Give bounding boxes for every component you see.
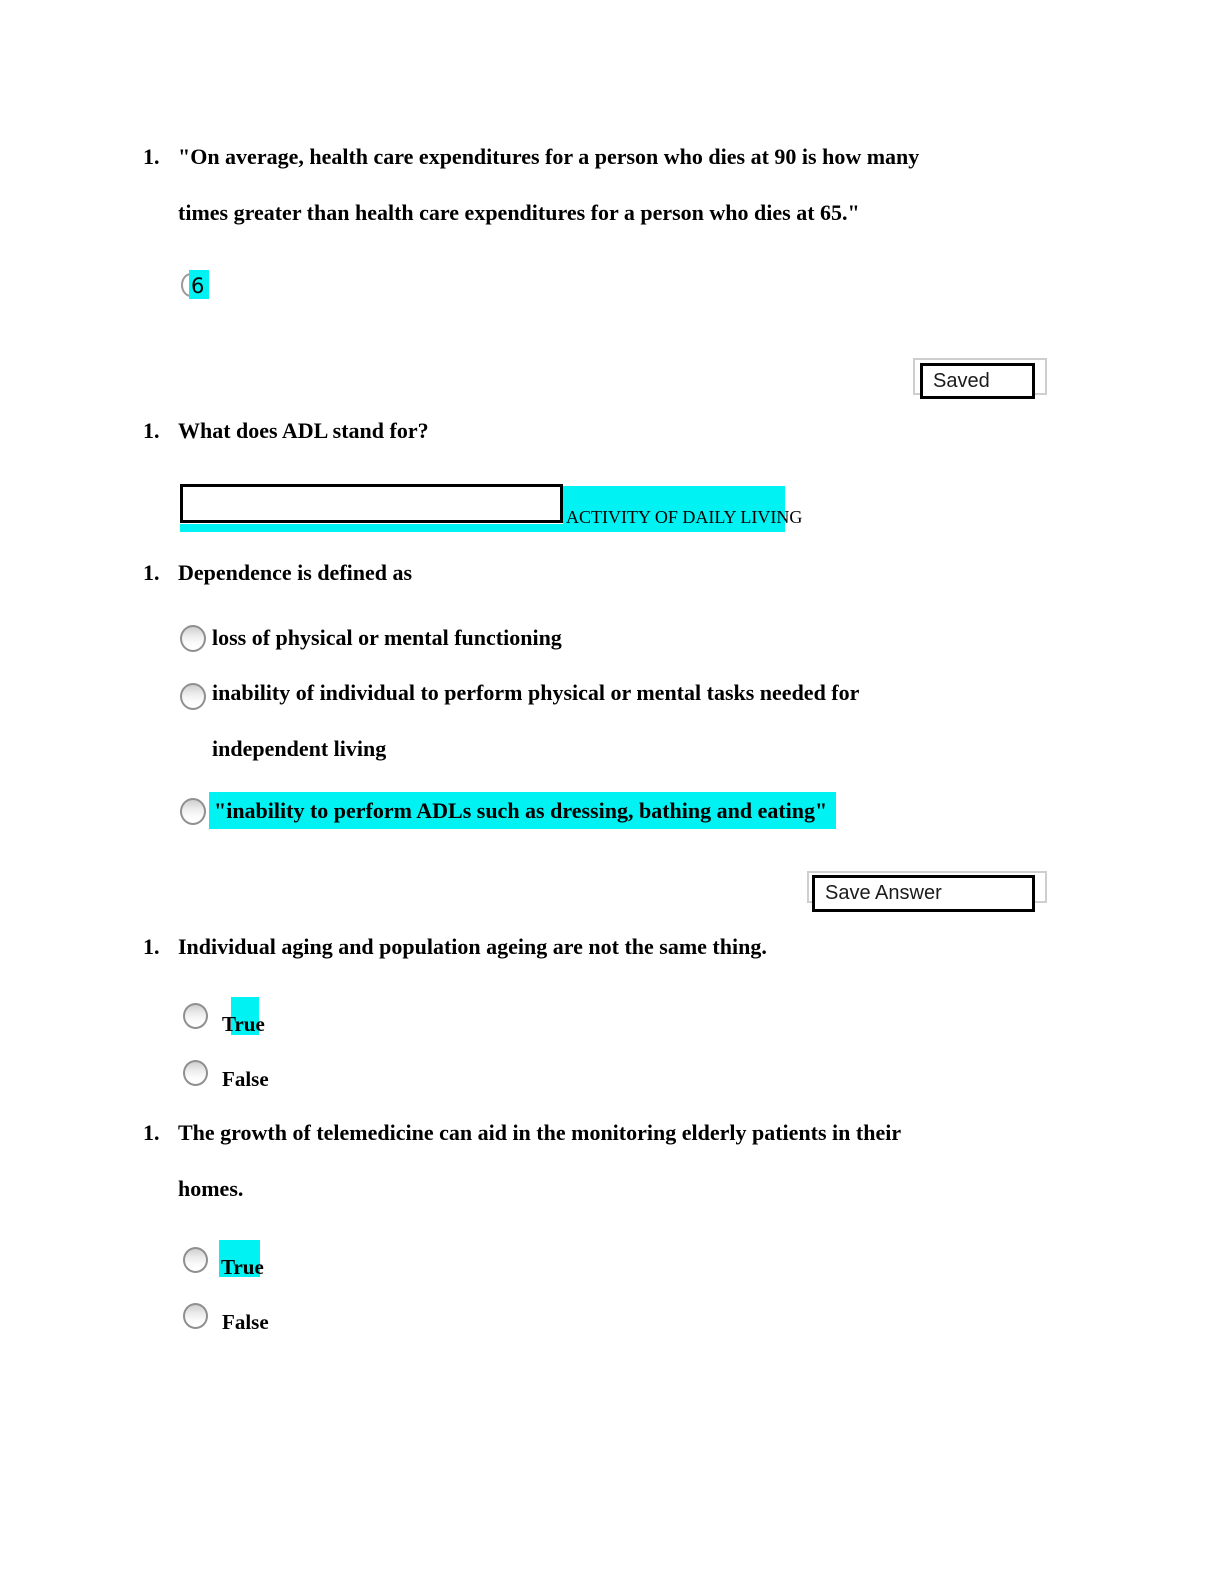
true-label: True <box>221 1255 264 1279</box>
question-text-line: times greater than health care expenditu… <box>178 200 860 225</box>
question-5: 1. The growth of telemedicine can aid in… <box>143 1105 901 1217</box>
true-label-highlighted: rue <box>234 1012 265 1036</box>
true-row-q4: True <box>183 997 265 1043</box>
question-number: 1. <box>143 560 160 585</box>
highlight-rect-true-q4 <box>231 997 259 1035</box>
false-label: False <box>222 1310 269 1334</box>
save-answer-button-group: Save Answer <box>807 871 1047 912</box>
radio-true-q5[interactable] <box>183 1247 208 1273</box>
radio-false-q4[interactable] <box>183 1060 208 1086</box>
true-row-q5: True <box>183 1240 264 1287</box>
radio-true-q4[interactable] <box>183 1003 208 1029</box>
question-number: 1. <box>143 144 160 169</box>
question-number: 1. <box>143 934 160 959</box>
highlighted-answer-adl: ACTIVITY OF DAILY LIVING <box>563 486 802 532</box>
adl-answer-input[interactable] <box>180 484 563 523</box>
question-text-line: "On average, health care expenditures fo… <box>178 144 920 169</box>
highlighted-option-text: "inability to perform ADLs such as dress… <box>209 792 837 829</box>
highlighted-answer-6: 6 <box>189 270 209 299</box>
highlight-rect-true-q5 <box>219 1240 260 1277</box>
radio-false-q5[interactable] <box>183 1303 208 1329</box>
question-text-line: Individual aging and population ageing a… <box>178 934 767 959</box>
question-text-line: The growth of telemedicine can aid in th… <box>178 1120 902 1145</box>
option-label: loss of physical or mental functioning <box>212 625 562 650</box>
option-text-line: inability of individual to perform physi… <box>212 680 860 705</box>
false-label: False <box>222 1067 269 1091</box>
question-1-answer: 6 <box>181 268 241 302</box>
radio-option-3[interactable] <box>180 798 206 825</box>
saved-button-group: Saved <box>913 358 1047 399</box>
question-1: 1. "On average, health care expenditures… <box>143 129 919 241</box>
question-3: 1. Dependence is defined as <box>143 545 412 601</box>
question-number: 1. <box>143 418 160 443</box>
saved-button[interactable]: Saved <box>920 363 1035 399</box>
question-4: 1. Individual aging and population agein… <box>143 919 767 975</box>
true-label-plain: T <box>222 1012 235 1036</box>
question-number: 1. <box>143 1120 160 1145</box>
option-label: inability of individual to perform physi… <box>212 665 859 777</box>
option-text-line: independent living <box>212 736 387 761</box>
question-text-line: Dependence is defined as <box>178 560 413 585</box>
question-2: 1. What does ADL stand for? <box>143 403 429 459</box>
question-text-line: What does ADL stand for? <box>178 418 429 443</box>
save-answer-button[interactable]: Save Answer <box>812 875 1035 912</box>
true-label: True <box>222 1012 265 1036</box>
question-text-line: homes. <box>178 1176 244 1201</box>
highlight-strip <box>180 524 565 532</box>
radio-option-1[interactable] <box>180 625 206 652</box>
radio-option-2[interactable] <box>180 683 206 710</box>
